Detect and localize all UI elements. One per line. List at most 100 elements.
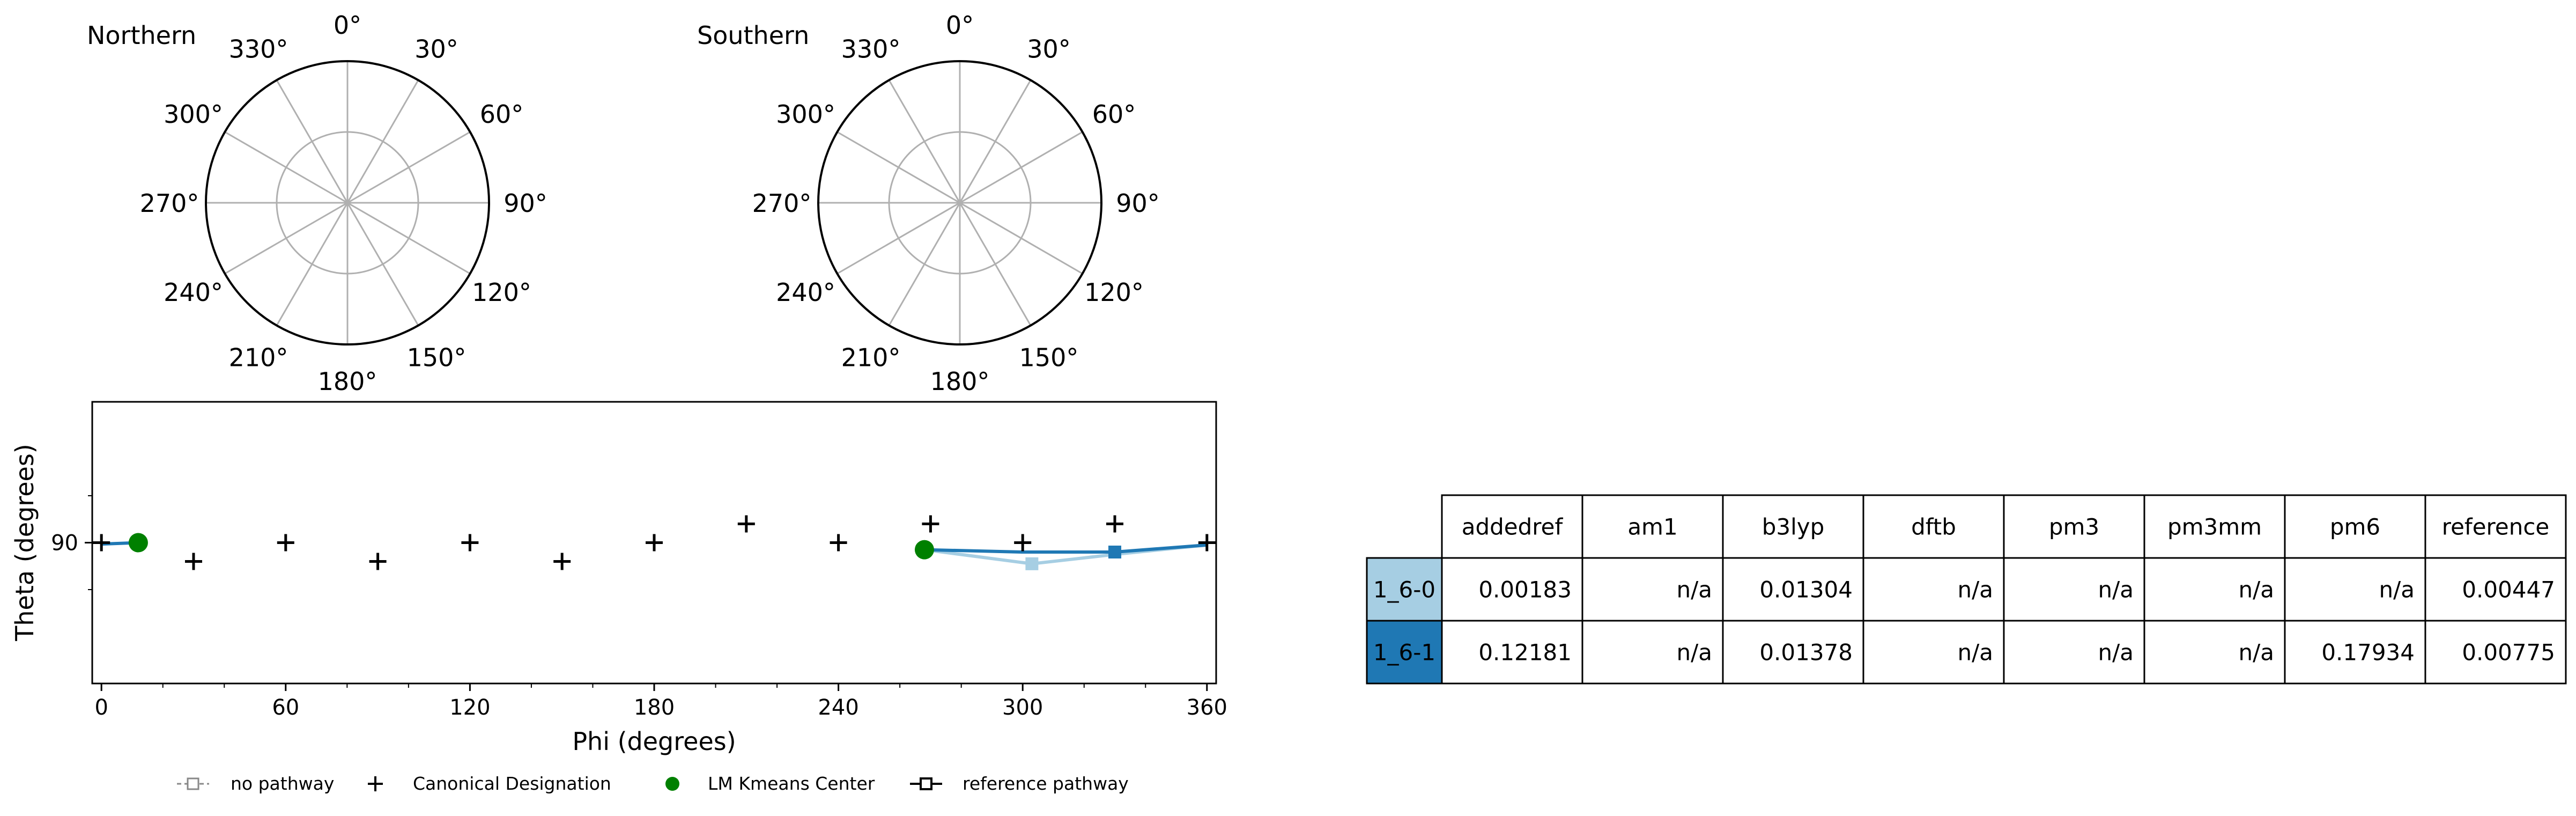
southern-grid-spoke — [959, 131, 1083, 204]
svg-text:Canonical Designation: Canonical Designation — [413, 773, 611, 794]
northern-grid-spoke — [224, 131, 348, 204]
table-cell — [2003, 620, 2145, 685]
northern-angle-label: 60° — [480, 100, 524, 129]
northern-angle-label: 0° — [334, 11, 361, 40]
northern-grid-spoke — [346, 202, 419, 326]
canonical-designation-marker — [184, 553, 202, 570]
table-cell — [2003, 557, 2145, 622]
northern-grid-spoke — [346, 79, 419, 203]
northern-angle-label: 90° — [504, 189, 547, 218]
table-header-label: am1 — [1627, 514, 1677, 540]
southern-outer-circle — [817, 60, 1102, 345]
lm-kmeans-center-marker — [128, 533, 148, 553]
canonical-designation-marker — [737, 515, 755, 533]
table-header-cell — [2284, 494, 2426, 559]
lm-kmeans-center-marker — [914, 540, 934, 560]
table-cell-value: n/a — [2238, 639, 2274, 666]
southern-angle-label: 330° — [841, 34, 901, 63]
southern-angle-label: 60° — [1092, 100, 1136, 129]
northern-angle-label: 30° — [414, 34, 458, 63]
table-cell — [2424, 620, 2567, 685]
southern-angle-label: 150° — [1019, 343, 1079, 372]
legend-entry-reference-pathway: reference pathway — [910, 773, 1129, 794]
table-cell-value: n/a — [1676, 577, 1712, 603]
table-cell — [1722, 620, 1864, 685]
table-row-label: 1_6-0 — [1373, 577, 1435, 603]
table-header-cell — [1722, 494, 1864, 559]
series-marker-1_6-0 — [1025, 557, 1039, 570]
table-header-label: pm6 — [2330, 514, 2380, 540]
canonical-designation-marker — [369, 553, 387, 570]
table-row-label: 1_6-1 — [1373, 639, 1435, 666]
table-cell — [1722, 557, 1864, 622]
x-tick-label: 180 — [634, 695, 675, 720]
canonical-designation-marker — [1106, 515, 1124, 533]
southern-grid-spoke — [959, 202, 1032, 326]
polar-title-northern: Northern — [87, 21, 196, 50]
southern-angle-label: 180° — [930, 367, 990, 396]
table-header-label: pm3mm — [2167, 514, 2262, 540]
table-cell-value: n/a — [2098, 577, 2134, 603]
southern-grid-spoke — [837, 202, 960, 275]
northern-angle-label: 180° — [318, 367, 377, 396]
table-cell-value: 0.01378 — [1759, 639, 1853, 666]
northern-grid-spoke — [276, 79, 349, 203]
x-axis-label: Phi (degrees) — [572, 727, 736, 756]
table-cell-value: 0.00447 — [2462, 577, 2555, 603]
table-header-cell — [2143, 494, 2286, 559]
table-cell — [1441, 620, 1583, 685]
series-line-1_6-1 — [924, 543, 1208, 554]
table-cell-value: n/a — [1957, 639, 1993, 666]
table-cell-value: 0.00775 — [2462, 639, 2555, 666]
x-tick-label: 300 — [1002, 695, 1043, 720]
table-cell-value: n/a — [2098, 639, 2134, 666]
table-cell — [1581, 620, 1724, 685]
table-cell — [1862, 620, 2005, 685]
northern-angle-label: 240° — [164, 278, 223, 307]
polar-plot-southern: Southern 0° 30° 60° 90° 120° 150° 180° 210° 240°… — [697, 11, 1160, 396]
table-cell — [2424, 557, 2567, 622]
table-header-cell — [2424, 494, 2567, 559]
table-header-cell — [1581, 494, 1724, 559]
southern-angle-label: 240° — [776, 278, 835, 307]
legend-entry-canonical-designation: Canonical Designation — [368, 773, 611, 794]
northern-outer-circle — [205, 60, 490, 345]
table-cell-value: n/a — [2379, 577, 2415, 603]
table-cell-value: n/a — [2238, 577, 2274, 603]
phi-theta-chart: 0 60 120 180 240 300 360 90 Phi (degrees) Theta… — [10, 401, 1227, 756]
canonical-designation-marker — [461, 534, 479, 552]
svg-text:reference pathway: reference pathway — [963, 773, 1129, 794]
y-tick-label: 90 — [51, 531, 78, 556]
table-cell — [1862, 557, 2005, 622]
series-marker-1_6-1 — [1108, 546, 1122, 558]
southern-angle-label: 270° — [752, 189, 812, 218]
legend: no pathway Canonical Designation LM Kmea… — [177, 773, 1129, 794]
svg-text:LM Kmeans Center: LM Kmeans Center — [708, 773, 875, 794]
southern-grid-spoke — [959, 79, 1032, 203]
x-tick-label: 360 — [1187, 695, 1227, 720]
northern-angle-label: 300° — [164, 100, 223, 129]
southern-angle-label: 90° — [1116, 189, 1160, 218]
canonical-designation-marker — [646, 534, 663, 552]
y-axis-label: Theta (degrees) — [10, 444, 39, 641]
northern-grid-spoke — [224, 202, 348, 275]
canonical-designation-marker — [1198, 534, 1216, 552]
southern-angle-label: 120° — [1084, 278, 1144, 307]
table-header-label: addedref — [1462, 514, 1564, 540]
table-cell — [1581, 557, 1724, 622]
northern-angle-label: 150° — [407, 343, 467, 372]
table-cell-value: 0.00183 — [1478, 577, 1572, 603]
canonical-designation-marker — [277, 534, 294, 552]
x-tick-label: 0 — [94, 695, 108, 720]
canonical-designation-marker — [93, 534, 110, 552]
polar-plot-northern: Northern 0° 30° 60° 90° 120° 150° 180° 210° 240°… — [87, 11, 547, 396]
table-header-label: dftb — [1911, 514, 1956, 540]
southern-grid-spoke — [959, 202, 1083, 275]
table-header-cell — [2003, 494, 2145, 559]
table-cell-value: 0.17934 — [2321, 639, 2415, 666]
table-header-label: pm3 — [2049, 514, 2099, 540]
polar-title-southern: Southern — [697, 21, 809, 50]
legend-entry-lm-kmeans-center: LM Kmeans Center — [665, 773, 875, 794]
table-header-label: b3lyp — [1762, 514, 1825, 540]
